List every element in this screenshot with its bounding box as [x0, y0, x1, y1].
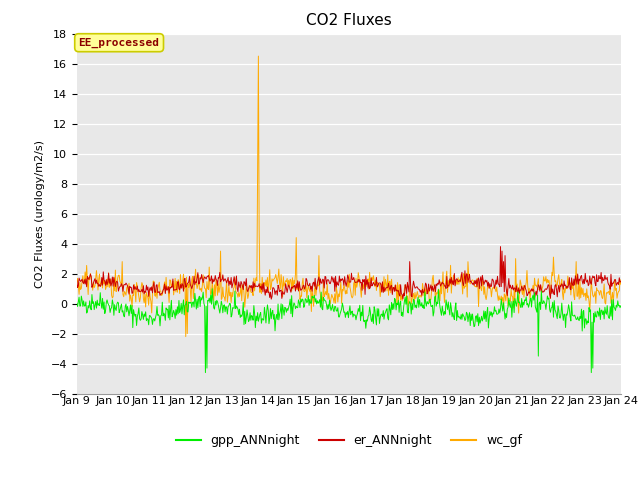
Legend: gpp_ANNnight, er_ANNnight, wc_gf: gpp_ANNnight, er_ANNnight, wc_gf	[171, 429, 527, 452]
Text: EE_processed: EE_processed	[79, 37, 159, 48]
Y-axis label: CO2 Fluxes (urology/m2/s): CO2 Fluxes (urology/m2/s)	[35, 140, 45, 288]
Title: CO2 Fluxes: CO2 Fluxes	[306, 13, 392, 28]
